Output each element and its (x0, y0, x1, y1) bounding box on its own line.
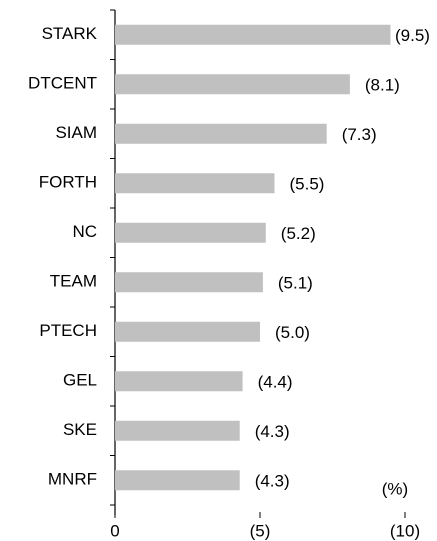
y-tick-label: NC (72, 222, 97, 241)
bar (115, 371, 243, 392)
x-tick-label: 0 (110, 521, 119, 540)
data-label: (5.5) (290, 175, 325, 194)
y-tick-label: DTCENT (28, 74, 97, 93)
y-tick-label: SIAM (55, 123, 97, 142)
bar (115, 272, 263, 293)
y-tick-label: SKE (63, 420, 97, 439)
y-tick-label: FORTH (39, 173, 97, 192)
data-label: (9.5) (395, 26, 430, 45)
bar (115, 74, 350, 95)
y-tick-label: MNRF (48, 470, 97, 489)
bar (115, 222, 266, 243)
bar (115, 173, 275, 194)
data-label: (5.1) (278, 274, 313, 293)
data-label: (8.1) (365, 76, 400, 95)
x-tick-label: (5) (250, 521, 271, 540)
bar (115, 470, 240, 491)
y-tick-label: PTECH (39, 321, 97, 340)
bar (115, 420, 240, 441)
y-tick-label: GEL (63, 371, 97, 390)
data-label: (4.4) (258, 373, 293, 392)
bar (115, 321, 260, 342)
data-label: (5.2) (281, 224, 316, 243)
data-label: (7.3) (342, 125, 377, 144)
x-tick-label: (10) (390, 521, 420, 540)
x-axis-label: (%) (382, 479, 408, 498)
bar (115, 24, 391, 45)
y-tick-label: TEAM (50, 272, 97, 291)
bar (115, 123, 327, 144)
data-label: (4.3) (255, 472, 290, 491)
data-label: (5.0) (275, 323, 310, 342)
y-tick-label: STARK (42, 24, 98, 43)
data-label: (4.3) (255, 422, 290, 441)
